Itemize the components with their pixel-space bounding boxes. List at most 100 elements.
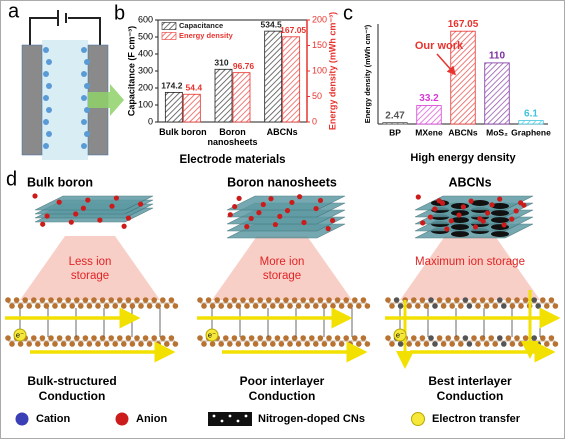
lattice-atom — [274, 297, 281, 303]
legend-label: Nitrogen-doped CNs — [258, 413, 365, 425]
legend-dot — [212, 414, 216, 418]
lattice-atom — [257, 335, 264, 341]
lattice-atom — [406, 303, 413, 309]
annotation-arrow — [436, 53, 456, 76]
anion — [415, 194, 421, 200]
nitrogen-doped-cn — [451, 203, 469, 209]
lattice-atom — [440, 303, 447, 309]
lattice-atom — [112, 341, 118, 347]
lattice-atom — [548, 297, 555, 303]
value-label: 96.76 — [233, 61, 255, 71]
lattice-atom — [48, 297, 54, 303]
lattice-atom — [201, 303, 207, 309]
lattice-atom — [22, 297, 29, 303]
lattice-atom — [295, 341, 302, 347]
lattice-atom — [82, 335, 89, 341]
legend-symbol — [115, 412, 129, 426]
x-tick-label: MXene — [415, 127, 443, 137]
nitrogen-doped-cn — [471, 200, 489, 206]
bar — [182, 93, 201, 123]
value-label: 54.4 — [186, 83, 203, 93]
lattice-atom — [300, 297, 307, 303]
anion — [289, 199, 295, 206]
lattice-atom — [214, 297, 220, 303]
lattice-atom — [5, 335, 11, 341]
lattice-atom — [488, 297, 495, 303]
sheet — [34, 195, 154, 211]
lattice-atom — [201, 341, 207, 347]
ion — [43, 47, 49, 53]
lattice-atom — [540, 335, 546, 341]
lattice-atom — [52, 303, 58, 309]
ion — [81, 143, 87, 149]
lattice-atom — [218, 303, 224, 309]
lattice-atom — [393, 297, 400, 303]
lattice-atom — [270, 341, 276, 347]
x-axis-title: High energy density — [410, 152, 516, 164]
column-title: Boron nanosheets — [227, 175, 337, 189]
lattice-atom — [415, 341, 421, 347]
lattice-atom — [257, 297, 264, 303]
legend-dot — [236, 419, 240, 423]
lattice-atom — [518, 303, 524, 309]
lattice-atom — [95, 341, 101, 347]
lattice-atom — [415, 303, 421, 309]
lattice-atom — [338, 341, 345, 347]
y2-tick-label: 150 — [312, 40, 327, 50]
panel-label: d — [6, 168, 17, 190]
anion — [80, 205, 86, 211]
lattice-atom — [471, 335, 477, 341]
lattice-atom — [78, 341, 84, 347]
lattice-atom — [69, 303, 75, 309]
lattice-atom — [497, 297, 503, 303]
electron-symbol: e⁻ — [208, 330, 216, 339]
lattice-atom — [509, 341, 516, 347]
lattice-atom — [74, 297, 80, 303]
lattice-atom — [454, 335, 460, 341]
legend-label: Anion — [136, 413, 167, 425]
anion — [501, 222, 507, 228]
lattice-atom — [483, 341, 490, 347]
anion — [313, 205, 319, 212]
lattice-atom — [326, 297, 332, 303]
conduction-label: Conduction — [437, 389, 504, 403]
anion — [420, 220, 426, 226]
conduction-label: Conduction — [39, 389, 106, 403]
bar — [450, 30, 476, 125]
lattice-atom — [462, 297, 469, 303]
lattice-atom — [423, 341, 430, 347]
ion — [43, 95, 49, 101]
anion — [456, 212, 462, 218]
ion — [46, 131, 52, 137]
x-axis-title: Electrode materials — [179, 154, 285, 166]
lattice-atom — [338, 303, 345, 309]
lattice-atom — [252, 341, 259, 347]
lattice-atom — [121, 303, 127, 309]
lattice-atom — [43, 341, 50, 347]
legend-symbol — [15, 412, 29, 426]
lattice-atom — [501, 341, 507, 347]
value-label: 174.2 — [161, 81, 183, 91]
lattice-atom — [117, 297, 123, 303]
lattice-atom — [231, 297, 238, 303]
lattice-atom — [205, 297, 212, 303]
bar — [282, 36, 301, 123]
lattice-atom — [283, 297, 289, 303]
lattice-atom — [385, 335, 391, 341]
lattice-atom — [326, 335, 332, 341]
annotation: Our work — [415, 40, 464, 52]
y-tick-label: 400 — [138, 48, 153, 58]
lattice-atom — [65, 335, 71, 341]
value-label: 167.05 — [280, 25, 306, 35]
anion — [227, 212, 233, 218]
lattice-atom — [309, 297, 315, 303]
lattice-atom — [291, 297, 298, 303]
panel-label: c — [343, 2, 353, 24]
lattice-atom — [278, 341, 285, 347]
lattice-atom — [9, 341, 15, 347]
lattice-atom — [197, 335, 203, 341]
legend-dot — [244, 414, 248, 418]
anion — [248, 215, 254, 222]
lattice-atom — [475, 341, 481, 347]
